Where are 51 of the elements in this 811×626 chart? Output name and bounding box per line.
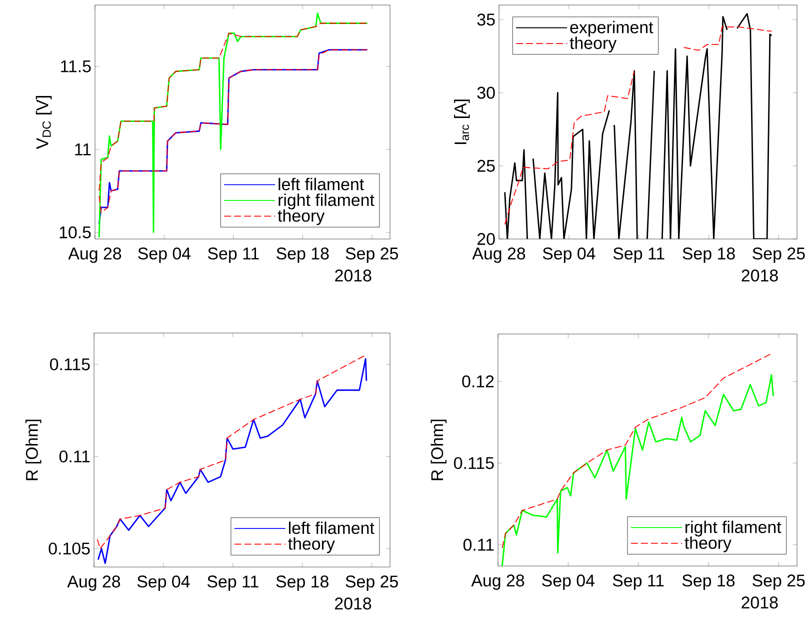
y-axis-title: R [Ohm] [430, 420, 447, 480]
legend-label: theory [570, 36, 617, 52]
legend-label: experiment [570, 20, 654, 37]
y-tick-label: 0.115 [50, 358, 90, 370]
legend-label: right filament [278, 194, 374, 210]
y-axis-title: V$_{DC}$ [V] [36, 96, 52, 150]
legend-label: theory [288, 537, 335, 554]
x-tick-label: Sep 18 [682, 248, 735, 263]
y-tick-label: 0.12 [462, 375, 494, 388]
y-axis-title: I$_{arc}$ [A] [454, 100, 470, 144]
x-tick-label: Sep 25 [346, 576, 398, 591]
y-tick-label: 11.5 [61, 60, 91, 72]
y-tick-label: 25 [478, 160, 495, 172]
x-tick-label: Sep 25 [752, 574, 805, 590]
legend-label: theory [278, 209, 325, 226]
x-axis-title: 2018 [742, 270, 778, 282]
x-tick-label: Aug 28 [472, 248, 526, 263]
y-tick-label: 0.105 [48, 542, 90, 555]
x-axis-title: 2018 [335, 598, 372, 610]
x-tick-label: Sep 04 [542, 574, 594, 590]
legend-label: left filament [278, 178, 364, 190]
legend-label: left filament [289, 522, 374, 534]
x-tick-label: Sep 18 [276, 248, 329, 263]
legend-label: theory [684, 536, 732, 552]
x-tick-label: Sep 11 [612, 574, 664, 590]
y-tick-label: 0.115 [454, 457, 494, 470]
y-tick-label: 11 [75, 144, 91, 156]
x-tick-label: Sep 04 [542, 248, 596, 263]
x-tick-label: Sep 18 [276, 576, 328, 591]
x-tick-label: Sep 18 [682, 574, 735, 590]
x-tick-label: Aug 28 [67, 576, 120, 591]
y-tick-label: 20 [478, 233, 495, 245]
y-tick-label: 0.11 [463, 538, 494, 551]
x-tick-label: Sep 04 [137, 576, 190, 591]
x-tick-label: Sep 25 [752, 248, 805, 263]
x-tick-label: Sep 25 [346, 248, 398, 263]
x-tick-label: Sep 11 [208, 248, 259, 263]
legend-label: right filament [686, 520, 782, 536]
y-axis-title: R [Ohm] [25, 420, 42, 480]
x-tick-label: Sep 11 [613, 248, 664, 263]
x-axis-title: 2018 [742, 596, 778, 609]
y-tick-label: 10.5 [60, 226, 91, 238]
x-tick-label: Aug 28 [68, 248, 122, 263]
line-series [98, 22, 368, 192]
y-tick-label: 0.11 [59, 450, 90, 462]
y-tick-label: 30 [477, 86, 495, 99]
x-axis-title: 2018 [335, 270, 372, 282]
x-tick-label: Aug 28 [471, 574, 524, 590]
y-tick-label: 35 [477, 14, 495, 26]
x-tick-label: Sep 04 [138, 248, 191, 263]
x-tick-label: Sep 11 [207, 576, 258, 591]
